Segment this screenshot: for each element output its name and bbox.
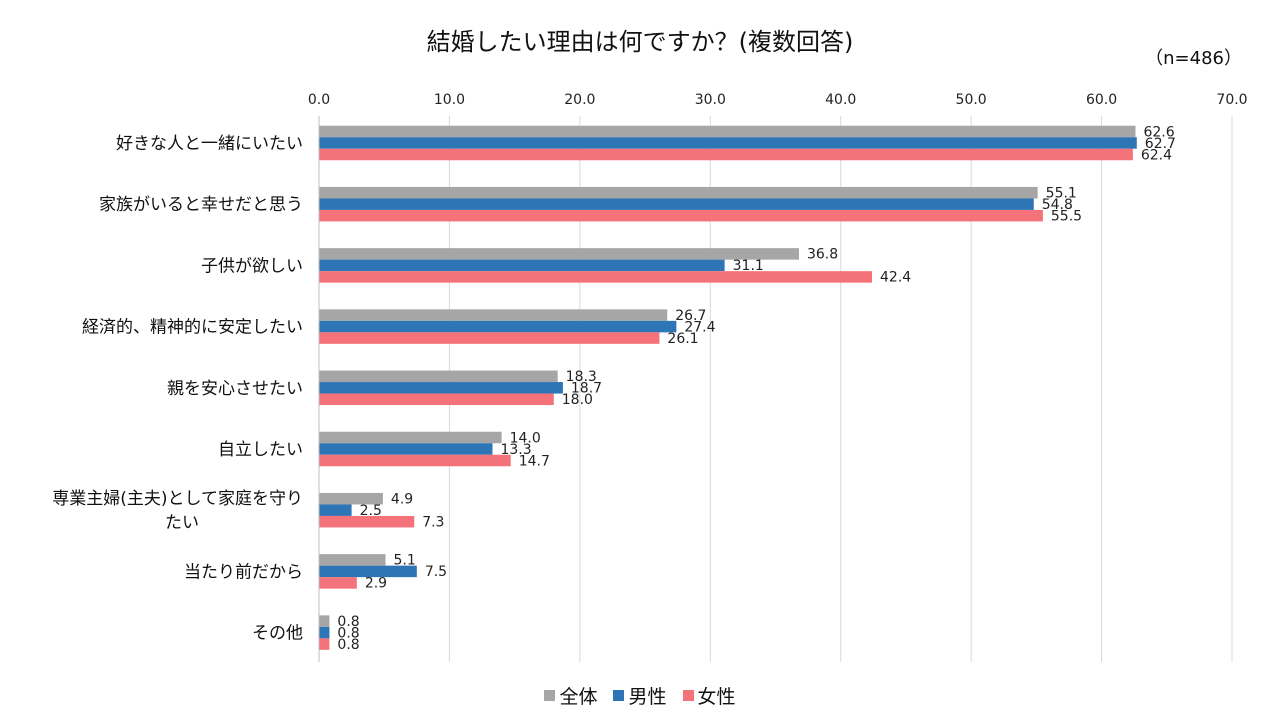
- data-label: 62.6: [1143, 124, 1174, 140]
- category-label: 専業主婦(主夫)として家庭を守り: [52, 489, 303, 509]
- data-label: 27.4: [684, 319, 715, 335]
- data-label: 31.1: [733, 258, 764, 274]
- x-tick-label: 30.0: [695, 92, 726, 108]
- bar: [319, 492, 383, 505]
- x-tick-label: 70.0: [1216, 92, 1247, 108]
- bar: [319, 393, 554, 406]
- data-label: 13.3: [500, 442, 531, 458]
- data-label: 7.3: [422, 514, 444, 530]
- bar: [319, 443, 493, 455]
- category-label: 当たり前だから: [184, 562, 303, 582]
- legend-item: 全体: [544, 682, 597, 709]
- legend-item: 男性: [613, 682, 667, 709]
- data-label: 54.8: [1042, 197, 1073, 213]
- data-label: 14.7: [519, 453, 550, 469]
- bar: [319, 148, 1133, 161]
- bar: [319, 259, 725, 272]
- legend-swatch: [544, 690, 556, 701]
- bar: [319, 370, 558, 383]
- bar: [319, 431, 502, 444]
- bar: [319, 320, 677, 333]
- x-tick-label: 40.0: [825, 92, 856, 108]
- data-label: 18.3: [566, 369, 597, 385]
- bar: [319, 626, 330, 639]
- sample-size-note: （n=486）: [1145, 48, 1242, 69]
- bar: [319, 638, 330, 650]
- data-label: 4.9: [391, 491, 413, 507]
- data-label: 14.0: [510, 430, 541, 446]
- category-label: 経済的、精神的に安定したい: [82, 318, 303, 338]
- bar: [319, 125, 1136, 138]
- data-label: 7.5: [425, 564, 447, 580]
- category-label: 親を安心させたい: [167, 379, 303, 399]
- bar: [319, 577, 357, 589]
- bar: [319, 209, 1043, 222]
- bar: [319, 554, 386, 566]
- bar: [319, 454, 511, 467]
- bar: [319, 382, 563, 394]
- data-label: 62.4: [1141, 147, 1172, 163]
- x-tick-label: 0.0: [308, 92, 330, 108]
- legend-label: 女性: [697, 686, 736, 708]
- data-label: 0.8: [337, 637, 359, 653]
- legend-label: 男性: [628, 686, 667, 708]
- legend-swatch: [682, 690, 694, 701]
- category-label: その他: [252, 624, 303, 644]
- bar: [319, 504, 352, 516]
- bar: [319, 565, 417, 578]
- data-label: 26.7: [675, 308, 706, 324]
- x-tick-label: 20.0: [564, 92, 595, 108]
- category-label: たい: [165, 513, 199, 533]
- data-label: 2.5: [360, 503, 382, 519]
- legend-swatch: [613, 690, 625, 701]
- bar: [319, 332, 660, 344]
- bar: [319, 186, 1038, 199]
- data-label: 5.1: [394, 553, 416, 569]
- legend: 全体 男性 女性: [0, 682, 1280, 709]
- data-label: 26.1: [667, 331, 698, 347]
- data-label: 2.9: [365, 576, 387, 592]
- data-label: 36.8: [807, 247, 838, 263]
- bar: [319, 309, 668, 321]
- legend-label: 全体: [559, 686, 598, 708]
- data-label: 55.5: [1051, 208, 1082, 224]
- data-label: 18.0: [562, 392, 593, 408]
- x-tick-label: 10.0: [434, 92, 465, 108]
- data-label: 0.8: [337, 625, 359, 641]
- bar: [319, 615, 330, 627]
- category-label: 自立したい: [218, 440, 303, 460]
- category-label: 好きな人と一緒にいたい: [116, 134, 303, 154]
- data-label: 55.1: [1046, 185, 1077, 201]
- category-label: 子供が欲しい: [201, 256, 303, 276]
- data-label: 0.8: [337, 614, 359, 630]
- bar: [319, 515, 415, 528]
- category-label: 家族がいると幸せだと思う: [99, 195, 303, 215]
- bar: [319, 248, 799, 260]
- data-label: 18.7: [571, 381, 602, 397]
- chart-title: 結婚したい理由は何ですか？(複数回答): [426, 28, 854, 56]
- bar: [319, 271, 873, 283]
- bar: [319, 198, 1034, 210]
- legend-item: 女性: [682, 682, 736, 709]
- bar: [319, 137, 1137, 149]
- x-tick-label: 60.0: [1086, 92, 1117, 108]
- data-label: 42.4: [880, 270, 911, 286]
- x-tick-label: 50.0: [956, 92, 987, 108]
- data-label: 62.7: [1145, 136, 1176, 152]
